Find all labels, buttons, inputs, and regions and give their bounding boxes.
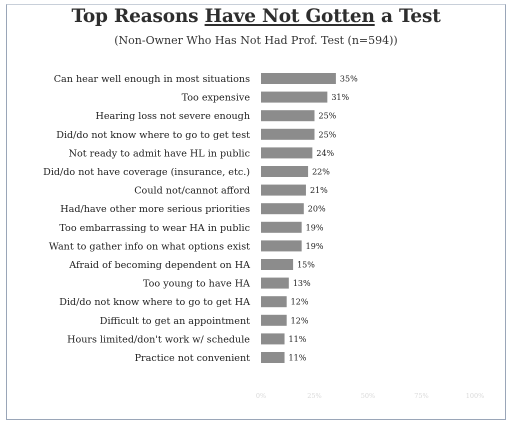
category-label: Could not/cannot afford xyxy=(134,186,250,197)
x-tick-label: 50% xyxy=(361,392,375,400)
bar xyxy=(261,259,294,270)
data-label: 12% xyxy=(291,316,309,325)
category-label: Too young to have HA xyxy=(143,279,251,290)
x-tick-label: 75% xyxy=(414,392,428,400)
bar xyxy=(261,240,302,252)
data-label: 12% xyxy=(291,298,309,307)
category-label: Want to gather info on what options exis… xyxy=(49,241,250,252)
data-label: 31% xyxy=(331,93,349,102)
category-label: Did/do not know where to go to get test xyxy=(56,130,250,141)
data-label: 19% xyxy=(306,223,324,232)
category-label: Hearing loss not severe enough xyxy=(95,111,250,122)
category-label: Not ready to admit have HL in public xyxy=(69,148,250,159)
bar xyxy=(261,110,315,122)
data-label: 35% xyxy=(340,75,358,84)
bar xyxy=(261,128,315,140)
bar xyxy=(261,147,313,159)
category-label: Afraid of becoming dependent on HA xyxy=(68,260,251,271)
bar xyxy=(261,352,285,363)
category-label: Can hear well enough in most situations xyxy=(54,74,250,85)
x-tick-label: 25% xyxy=(307,392,321,400)
bar xyxy=(261,203,304,215)
title-part-underlined: Have Not Gotten xyxy=(204,6,375,27)
chart-title: Top Reasons Have Not Gotten a Test xyxy=(0,6,512,27)
bar xyxy=(261,166,309,177)
category-label: Hours limited/don't work w/ schedule xyxy=(67,334,250,345)
title-part: Top Reasons xyxy=(71,6,205,27)
data-label: 25% xyxy=(319,112,337,121)
category-label: Did/do not know where to go to get HA xyxy=(59,297,251,308)
data-label: 11% xyxy=(289,335,307,344)
bar xyxy=(261,91,328,103)
data-label: 24% xyxy=(316,149,334,158)
chart-subtitle: (Non-Owner Who Has Not Had Prof. Test (n… xyxy=(114,34,398,47)
data-label: 13% xyxy=(293,279,311,288)
bar xyxy=(261,73,336,84)
category-label: Did/do not have coverage (insurance, etc… xyxy=(43,167,250,178)
category-label: Too expensive xyxy=(182,93,251,104)
category-label: Had/have other more serious priorities xyxy=(60,204,250,215)
bar xyxy=(261,277,289,289)
data-label: 21% xyxy=(310,186,328,195)
x-tick-label: 0% xyxy=(256,392,266,400)
data-label: 22% xyxy=(312,168,330,177)
bar xyxy=(261,221,302,233)
bar xyxy=(261,296,287,308)
bar xyxy=(261,314,287,326)
data-label: 20% xyxy=(308,205,326,214)
title-part: a Test xyxy=(374,6,441,27)
data-label: 11% xyxy=(289,354,307,363)
category-label: Too embarrassing to wear HA in public xyxy=(59,223,250,234)
bar xyxy=(261,184,306,196)
x-tick-label: 100% xyxy=(466,392,485,400)
data-label: 19% xyxy=(306,242,324,251)
bar xyxy=(261,333,285,345)
chart-frame xyxy=(6,4,506,420)
data-label: 25% xyxy=(319,130,337,139)
category-label: Practice not convenient xyxy=(135,353,251,364)
category-label: Difficult to get an appointment xyxy=(100,316,250,327)
data-label: 15% xyxy=(297,261,315,270)
